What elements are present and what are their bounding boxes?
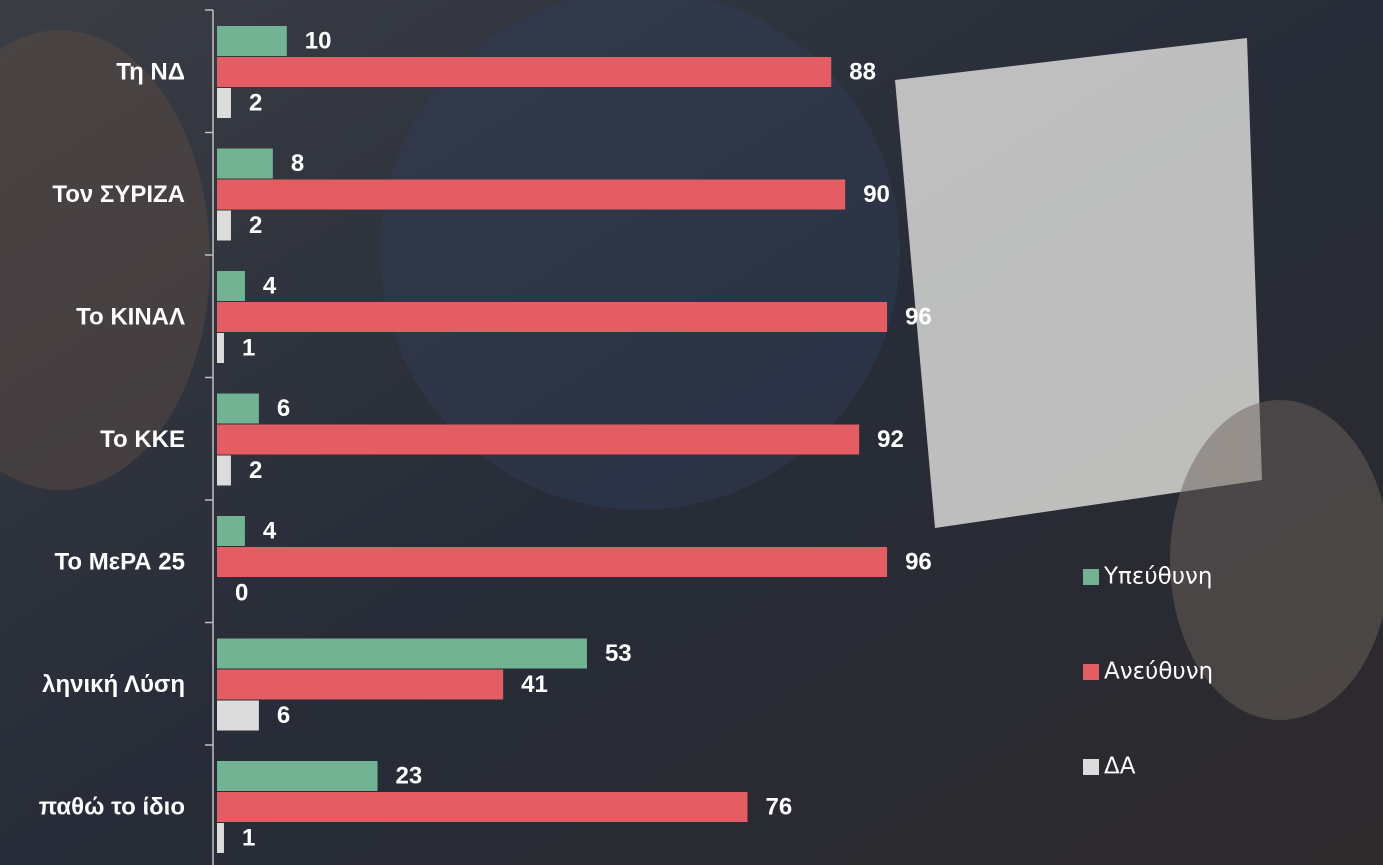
legend-label: ΔΑ — [1104, 754, 1136, 780]
data-label: 53 — [605, 640, 632, 667]
bar — [217, 148, 273, 179]
bar — [217, 179, 846, 210]
data-label: 2 — [249, 89, 262, 116]
data-label: 4 — [263, 517, 277, 544]
data-label: 88 — [849, 58, 876, 85]
category-label: ληνική Λύση — [42, 671, 185, 698]
bar — [217, 88, 231, 118]
data-label: 6 — [277, 702, 290, 729]
data-label: 92 — [877, 426, 904, 453]
data-label: 23 — [396, 762, 423, 789]
legend-swatch — [1083, 569, 1099, 585]
background-figure — [0, 30, 210, 490]
legend-swatch — [1083, 759, 1099, 775]
bar — [217, 57, 832, 87]
bar — [217, 210, 231, 241]
bar — [217, 455, 231, 486]
data-label: 96 — [905, 548, 932, 575]
data-label: 2 — [249, 212, 262, 239]
bar — [217, 333, 224, 363]
data-label: 76 — [765, 793, 792, 820]
bar — [217, 271, 245, 301]
category-label: Τη ΝΔ — [116, 58, 185, 85]
bar — [217, 516, 245, 546]
data-label: 1 — [242, 824, 255, 851]
legend-label: Υπεύθυνη — [1103, 564, 1212, 590]
bar — [217, 700, 259, 731]
category-label: Το ΜεΡΑ 25 — [54, 548, 185, 575]
data-label: 0 — [235, 579, 248, 606]
background-figure — [1170, 400, 1383, 720]
bar — [217, 823, 224, 853]
bar — [217, 669, 504, 700]
data-label: 90 — [863, 181, 890, 208]
bar — [217, 393, 259, 424]
data-label: 4 — [263, 272, 277, 299]
background-paper — [895, 38, 1262, 528]
data-label: 96 — [905, 303, 932, 330]
data-label: 2 — [249, 457, 262, 484]
bar — [217, 547, 888, 577]
bar — [217, 424, 860, 455]
data-label: 8 — [291, 150, 304, 177]
legend-label: Ανεύθυνη — [1104, 659, 1213, 685]
category-label: Τον ΣΥΡΙΖΑ — [52, 181, 185, 208]
category-label: Το ΚΚΕ — [100, 426, 185, 453]
data-label: 41 — [521, 671, 548, 698]
category-label: Το ΚΙΝΑΛ — [76, 303, 185, 330]
bar — [217, 761, 378, 791]
bar — [217, 792, 748, 822]
data-label: 6 — [277, 395, 290, 422]
category-label: παθώ το ίδιο — [39, 793, 185, 820]
background-seal — [380, 0, 900, 510]
bar — [217, 638, 587, 669]
bar — [217, 26, 287, 56]
bar — [217, 302, 888, 332]
data-label: 1 — [242, 334, 255, 361]
data-label: 10 — [305, 27, 332, 54]
legend-swatch — [1083, 664, 1099, 680]
